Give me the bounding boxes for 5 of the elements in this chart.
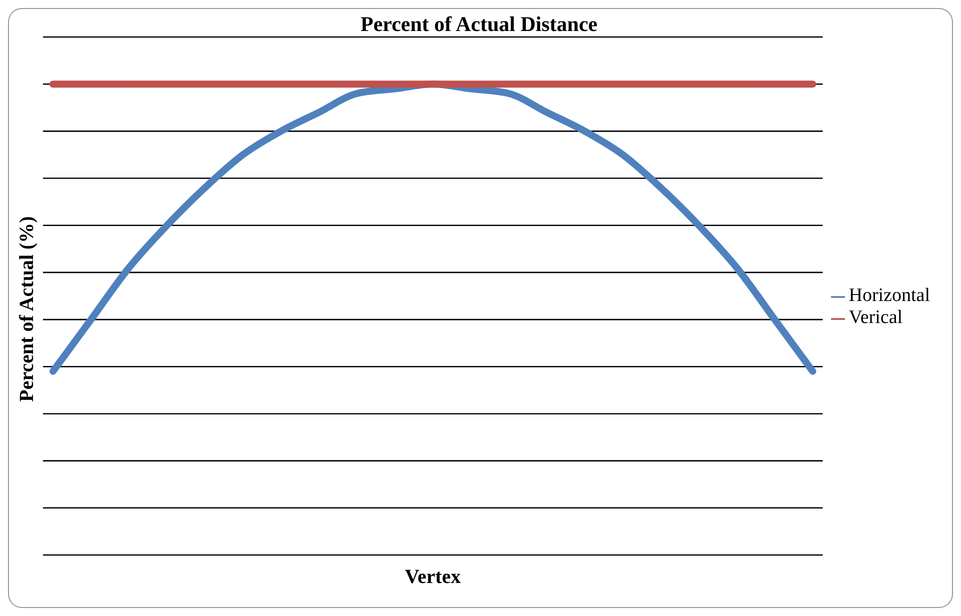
y-axis-title: Percent of Actual (%) xyxy=(16,216,38,402)
legend-label: Horizontal xyxy=(848,285,930,306)
chart-title: Percent of Actual Distance xyxy=(360,12,598,36)
x-axis-title: Vertex xyxy=(404,566,461,588)
legend-label: Verical xyxy=(848,307,903,328)
